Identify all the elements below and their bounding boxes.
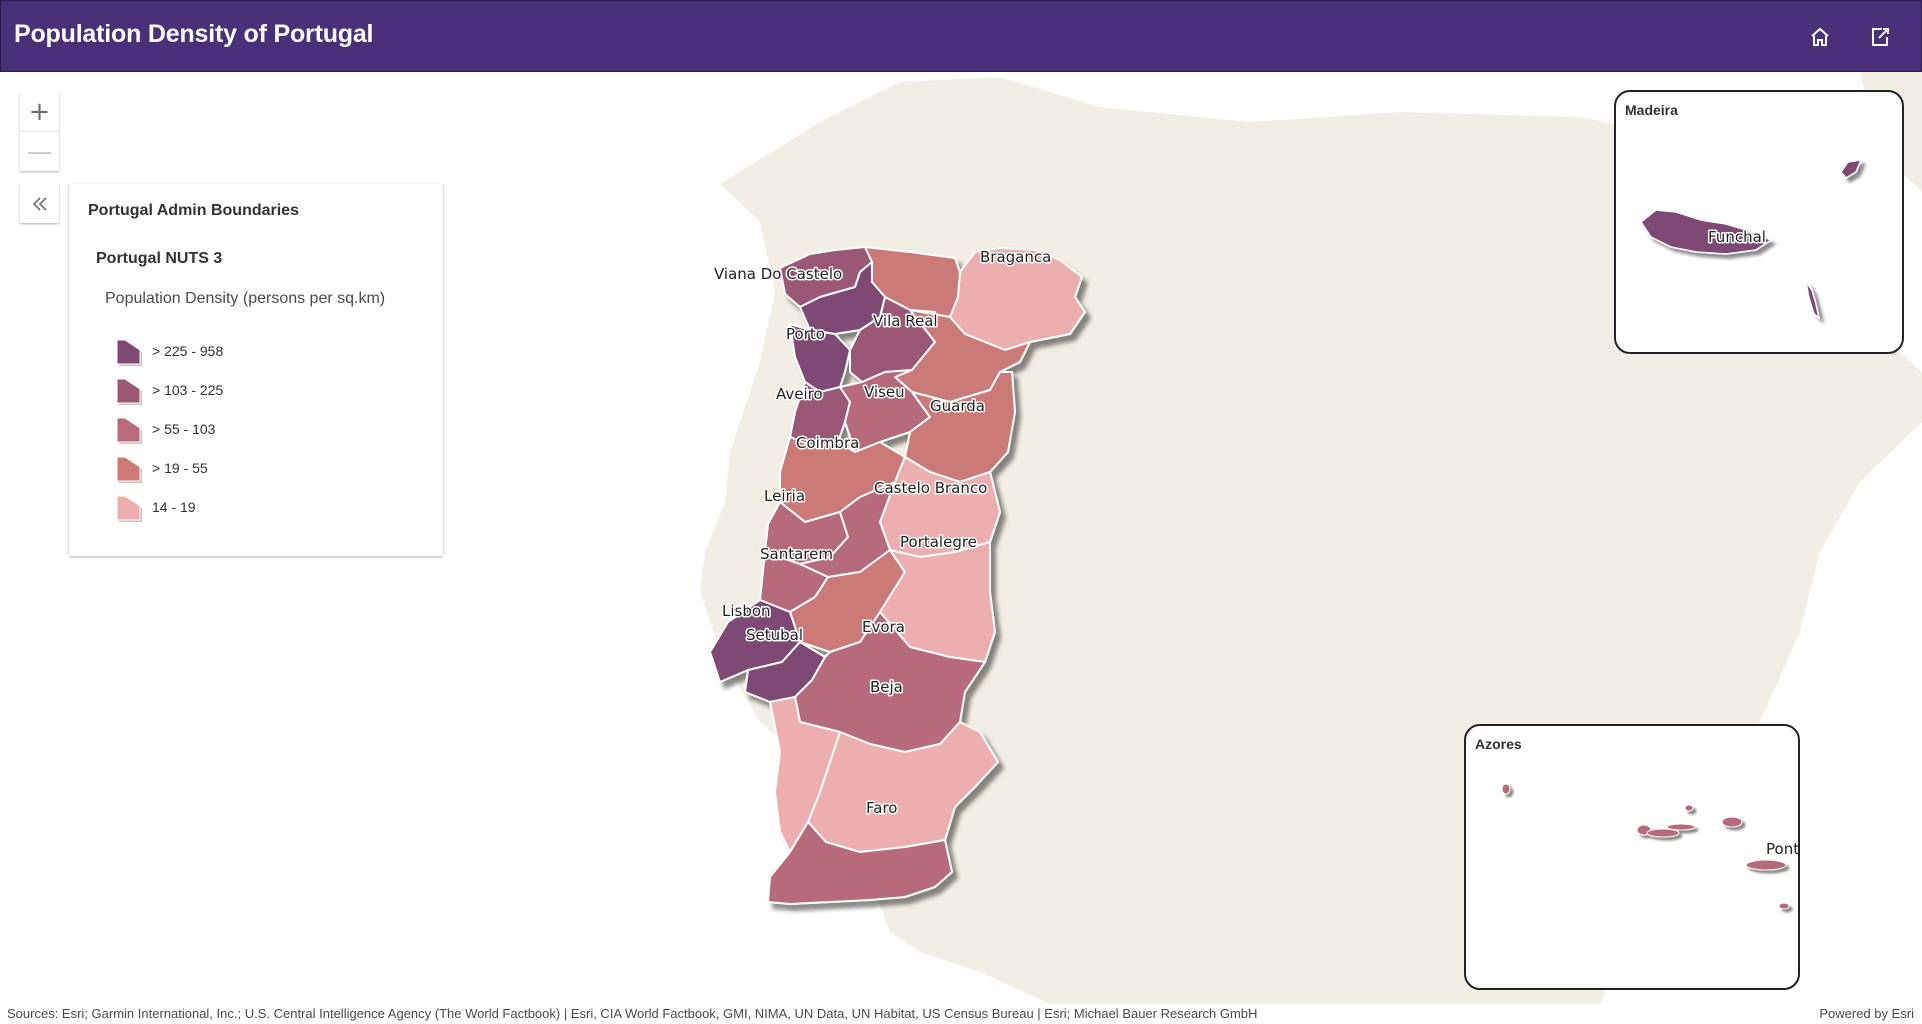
- legend-swatch: [116, 339, 142, 366]
- attribution-sources: Sources: Esri; Garmin International, Inc…: [7, 1006, 1258, 1021]
- label-faro: Faro: [866, 799, 897, 817]
- island-pico: [1646, 828, 1680, 838]
- share-icon: [1872, 28, 1889, 46]
- label-coimbra: Coimbra: [796, 434, 859, 452]
- legend-sublayer-title: Portugal NUTS 3: [96, 250, 223, 267]
- legend-swatch: [116, 417, 142, 444]
- label-beja: Beja: [870, 678, 903, 696]
- double-chevron-left-icon: [32, 196, 47, 211]
- desertas-islands: [1805, 281, 1821, 320]
- legend-collapse-button[interactable]: [20, 184, 59, 223]
- legend-swatch: [116, 378, 142, 405]
- legend-class-row: > 19 - 55: [112, 451, 412, 485]
- legend-class-label: > 103 - 225: [152, 382, 224, 398]
- island-sao-miguel: [1745, 859, 1787, 871]
- region-guarda[interactable]: [904, 371, 1016, 483]
- label-portalegre: Portalegre: [900, 533, 977, 551]
- madeira-island: [1639, 209, 1773, 255]
- label-braganca: Braganca: [980, 248, 1051, 266]
- app-title: Population Density of Portugal: [14, 20, 374, 48]
- label-santarem: Santarem: [760, 545, 833, 563]
- porto-santo-island: [1840, 159, 1863, 179]
- madeira-inset-title: Madeira: [1625, 102, 1678, 118]
- region-aveiro[interactable]: [789, 381, 851, 448]
- region-porto[interactable]: [789, 323, 851, 393]
- powered-by-link[interactable]: Powered by Esri: [1819, 1006, 1914, 1021]
- label-guarda: Guarda: [930, 397, 985, 415]
- legend-swatch: [116, 495, 142, 522]
- home-button[interactable]: [1804, 21, 1836, 53]
- legend-class-label: > 19 - 55: [152, 460, 208, 476]
- label-funchal: Funchal: [1708, 228, 1766, 246]
- label-setubal: Setubal: [746, 626, 803, 644]
- label-viseu: Viseu: [864, 383, 905, 401]
- legend-class-row: 14 - 19: [112, 490, 412, 524]
- label-lisbon: Lisbon: [722, 602, 771, 620]
- legend-class-row: > 103 - 225: [112, 373, 412, 407]
- island-graciosa: [1684, 804, 1694, 812]
- legend-swatch: [116, 456, 142, 483]
- region-faro[interactable]: [767, 821, 953, 905]
- attribution-bar: Sources: Esri; Garmin International, Inc…: [0, 1004, 1922, 1024]
- legend-class-row: > 55 - 103: [112, 412, 412, 446]
- legend-class-label: 14 - 19: [152, 499, 196, 515]
- azores-inset: Azores Ponta Delgada: [1464, 724, 1800, 990]
- portugal-regions: [709, 246, 1086, 905]
- north-africa-landmass: [1080, 970, 1420, 1004]
- legend-field-label: Population Density (persons per sq.km): [105, 290, 386, 307]
- azores-inset-map: Ponta Delgada: [1501, 783, 1798, 910]
- zoom-out-button[interactable]: —: [20, 131, 59, 171]
- label-aveiro: Aveiro: [776, 385, 823, 403]
- label-evora: Evora: [862, 618, 905, 636]
- legend-class-label: > 225 - 958: [152, 343, 224, 359]
- share-button[interactable]: [1864, 21, 1896, 53]
- zoom-controls: + —: [20, 92, 59, 171]
- region-beja[interactable]: [807, 721, 999, 853]
- label-porto: Porto: [786, 325, 825, 343]
- label-viana-do-castelo: Viana Do Castelo: [714, 265, 842, 283]
- madeira-inset: Madeira Funchal: [1614, 90, 1904, 354]
- azores-inset-title: Azores: [1475, 736, 1522, 752]
- label-castelo-branco: Castelo Branco: [874, 479, 987, 497]
- app-header: Population Density of Portugal: [0, 0, 1922, 72]
- legend-class-label: > 55 - 103: [152, 421, 216, 437]
- island-terceira: [1721, 816, 1743, 828]
- legend-layer-title: Portugal Admin Boundaries: [88, 202, 299, 219]
- island-santa-maria: [1778, 902, 1790, 910]
- region-portalegre[interactable]: [879, 541, 996, 663]
- label-vila-real: Vila Real: [873, 312, 938, 330]
- island-sao-jorge: [1666, 823, 1696, 831]
- home-icon: [1811, 27, 1829, 46]
- label-ponta-delgada: Ponta Delgada: [1766, 840, 1798, 858]
- legend-class-row: > 225 - 958: [112, 334, 412, 368]
- madeira-inset-map: Funchal: [1639, 159, 1863, 320]
- label-leiria: Leiria: [764, 487, 805, 505]
- island-flores: [1501, 783, 1511, 795]
- map-view[interactable]: Braganca Viana Do Castelo Porto Vila Rea…: [0, 72, 1922, 1004]
- zoom-in-button[interactable]: +: [28, 96, 51, 127]
- legend-panel: Portugal Admin Boundaries Portugal NUTS …: [69, 184, 443, 556]
